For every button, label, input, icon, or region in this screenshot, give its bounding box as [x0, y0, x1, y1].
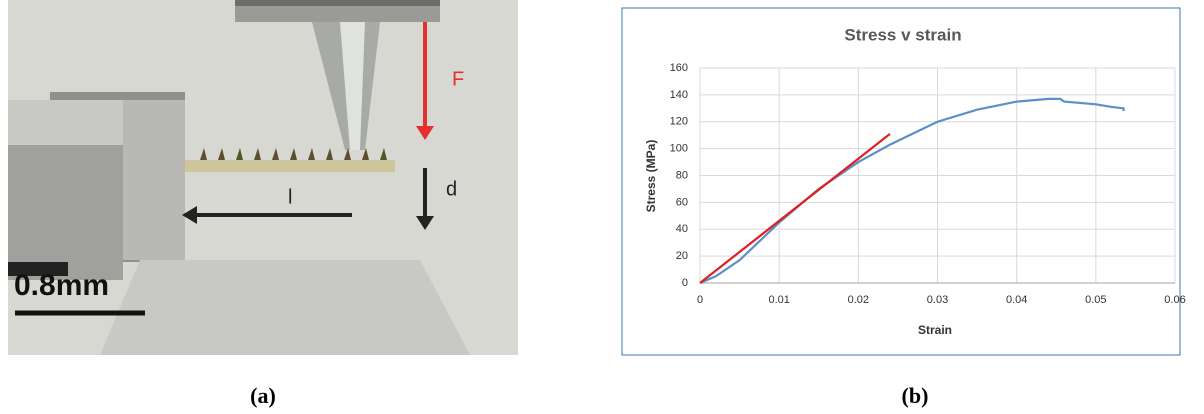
x-tick-label: 0.05 — [1085, 294, 1106, 306]
force-label: F — [452, 68, 464, 90]
deflection-label: d — [446, 178, 457, 200]
caption: (b) — [902, 383, 929, 408]
length-label: l — [288, 186, 292, 208]
y-tick-label: 60 — [676, 196, 688, 208]
y-tick-label: 100 — [670, 143, 688, 155]
chart-title: Stress v strain — [844, 25, 961, 44]
y-tick-label: 120 — [670, 116, 688, 128]
x-tick-label: 0 — [697, 294, 703, 306]
scale-label: 0.8mm — [14, 269, 109, 302]
y-tick-label: 40 — [676, 223, 688, 235]
figure-svg: F d l 0.8mm Stress v strain Strain Stres… — [0, 0, 1204, 414]
x-axis-label: Strain — [918, 323, 952, 337]
y-tick-label: 20 — [676, 250, 688, 262]
y-tick-label: 80 — [676, 169, 688, 181]
x-tick-label: 0.02 — [848, 294, 869, 306]
y-tick-label: 160 — [670, 62, 688, 74]
y-tick-label: 140 — [670, 89, 688, 101]
x-tick-label: 0.03 — [927, 294, 948, 306]
x-tick-label: 0.04 — [1006, 294, 1027, 306]
figure: F d l 0.8mm Stress v strain Strain Stres… — [0, 0, 1204, 414]
photo: F d l 0.8mm — [8, 0, 518, 355]
x-tick-label: 0.06 — [1164, 294, 1185, 306]
y-axis-label: Stress (MPa) — [644, 140, 658, 213]
caption: (a) — [250, 383, 276, 408]
y-tick-label: 0 — [682, 277, 688, 289]
x-tick-label: 0.01 — [768, 294, 789, 306]
